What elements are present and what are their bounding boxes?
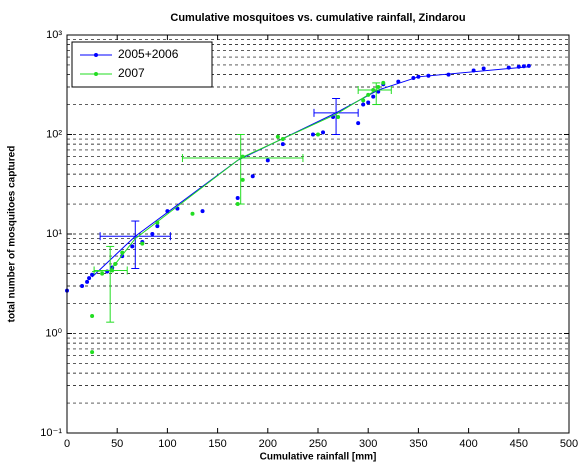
legend-marker: [94, 72, 98, 76]
y-tick-label: 10¹: [46, 228, 62, 240]
y-tick-label: 10²: [46, 128, 62, 140]
data-point: [130, 244, 135, 249]
legend-box: [71, 41, 213, 88]
x-tick-label: 350: [409, 438, 427, 450]
data-point: [366, 100, 371, 105]
y-tick-label: 10³: [46, 29, 62, 41]
data-point: [155, 224, 160, 229]
y-axis-label: total number of mosquitoes captured: [7, 146, 18, 323]
data-point: [113, 261, 118, 266]
data-point: [310, 132, 315, 137]
x-tick-label: 200: [259, 438, 277, 450]
data-point: [376, 89, 381, 94]
data-point: [275, 134, 280, 139]
data-point: [316, 132, 320, 137]
data-point: [190, 211, 195, 216]
data-point: [110, 268, 115, 273]
data-point: [87, 276, 92, 281]
data-point: [426, 73, 431, 78]
data-point: [361, 98, 366, 103]
chart-title: Cumulative mosquitoes vs. cumulative rai…: [170, 12, 465, 24]
data-point: [90, 313, 95, 318]
data-point: [416, 74, 421, 79]
data-point: [376, 85, 381, 90]
plot-border: [66, 34, 570, 434]
x-tick-label: 250: [309, 438, 327, 450]
x-tick-label: 0: [64, 438, 70, 450]
y-tick-label: 10⁻¹: [40, 427, 62, 439]
x-tick-label: 50: [111, 438, 123, 450]
data-point: [150, 232, 155, 236]
data-point: [280, 137, 285, 142]
data-point: [155, 220, 160, 225]
data-point: [80, 284, 85, 289]
data-point: [481, 66, 486, 71]
data-point: [200, 209, 205, 214]
data-point: [381, 80, 386, 85]
data-point: [235, 196, 240, 201]
data-point: [471, 68, 476, 73]
x-axis-label: Cumulative rainfall [mm]: [260, 452, 377, 463]
legend-label: 2007: [118, 66, 145, 80]
data-point: [250, 174, 255, 179]
data-point: [336, 114, 341, 119]
x-tick-label: 300: [359, 438, 377, 450]
data-point: [85, 279, 90, 284]
data-point: [240, 177, 245, 182]
data-point: [371, 88, 376, 93]
data-point: [235, 202, 240, 207]
data-point: [521, 64, 526, 69]
data-point: [120, 250, 125, 255]
y-tick-label: 10⁰: [45, 327, 62, 339]
x-tick-label: 400: [459, 438, 477, 450]
legend-marker: [94, 53, 98, 57]
data-point: [366, 92, 371, 97]
data-point: [140, 241, 145, 246]
legend-label: 2005+2006: [118, 47, 179, 61]
data-point: [506, 65, 511, 70]
x-tick-label: 500: [560, 438, 578, 450]
data-point: [396, 79, 401, 84]
data-point: [265, 158, 270, 163]
data-point: [100, 271, 105, 276]
data-point: [411, 75, 416, 80]
data-point: [361, 102, 366, 107]
x-tick-label: 450: [510, 438, 528, 450]
data-point: [526, 63, 531, 68]
data-point: [356, 121, 361, 126]
data-point: [90, 272, 95, 277]
x-tick-label: 100: [158, 438, 176, 450]
data-point: [90, 350, 95, 355]
data-point: [321, 130, 326, 135]
data-point: [240, 154, 245, 159]
x-tick-label: 150: [208, 438, 226, 450]
data-point: [446, 72, 451, 77]
data-point: [371, 94, 376, 99]
data-point: [165, 209, 170, 214]
data-point: [280, 142, 285, 147]
data-point: [516, 64, 521, 69]
